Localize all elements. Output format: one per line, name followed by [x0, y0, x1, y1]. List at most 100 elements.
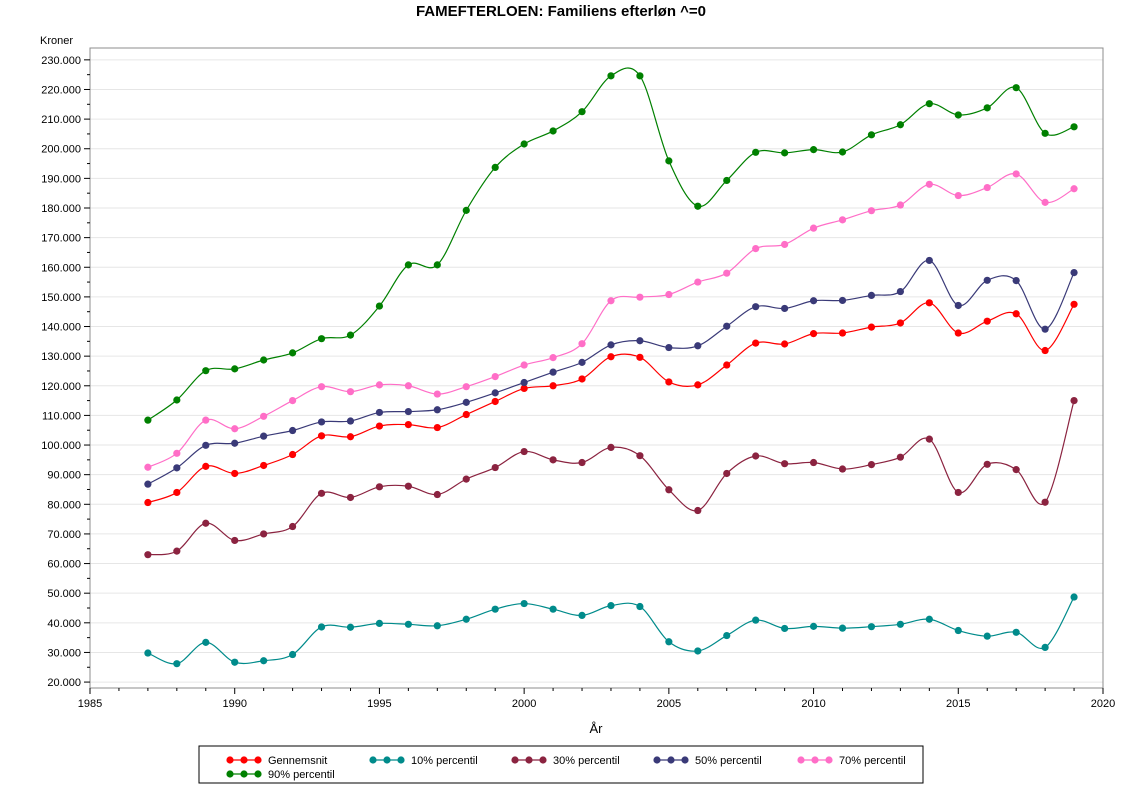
data-point: [636, 293, 644, 301]
series-layer: [144, 67, 1078, 668]
data-point: [231, 425, 239, 433]
data-point: [1041, 346, 1049, 355]
data-point: [896, 201, 905, 209]
data-point: [925, 299, 933, 307]
legend: Gennemsnit 10% percentil 30% percentil 50% …: [198, 745, 924, 784]
data-point: [607, 297, 615, 305]
y-tick-label: 160.000: [41, 262, 81, 274]
data-point: [404, 407, 412, 416]
y-tick-label: 150.000: [41, 292, 81, 304]
data-point: [954, 111, 962, 119]
y-tick-label: 180.000: [41, 203, 81, 215]
data-point: [173, 547, 181, 555]
legend-marker: [811, 756, 819, 764]
y-tick-label: 190.000: [41, 173, 81, 185]
data-point: [549, 605, 557, 613]
data-point: [491, 605, 499, 613]
x-tick-label: 1990: [222, 698, 246, 710]
data-point: [781, 460, 789, 468]
data-point: [520, 384, 528, 393]
data-point: [144, 498, 152, 507]
data-point: [838, 296, 847, 305]
y-tick-label: 120.000: [41, 381, 81, 393]
data-point: [549, 456, 557, 464]
data-point: [520, 140, 528, 148]
data-point: [896, 121, 905, 129]
data-point: [520, 361, 528, 369]
y-tick-label: 80.000: [47, 499, 81, 511]
data-point: [462, 475, 470, 483]
data-point: [202, 519, 210, 527]
data-point: [607, 443, 615, 452]
x-tick-label: 2020: [1091, 698, 1115, 710]
data-point: [665, 486, 673, 494]
data-point: [173, 396, 181, 404]
data-point: [781, 624, 789, 633]
data-point: [375, 408, 384, 417]
data-point: [838, 329, 847, 337]
data-point: [260, 432, 268, 440]
data-point: [809, 297, 818, 305]
legend-marker: [226, 756, 234, 764]
data-point: [607, 353, 615, 361]
legend-marker: [797, 756, 805, 764]
data-point: [462, 383, 470, 391]
series-90-percentil: [144, 67, 1078, 424]
data-point: [694, 381, 702, 389]
legend-marker: [653, 756, 661, 764]
data-point: [520, 447, 528, 456]
data-point: [694, 342, 702, 350]
data-point: [723, 176, 731, 185]
data-point: [896, 319, 905, 327]
y-tick-label: 210.000: [41, 114, 81, 126]
series-line: [147, 173, 1075, 468]
y-tick-label: 110.000: [42, 410, 81, 422]
data-point: [289, 426, 297, 435]
legend-label: 70% percentil: [839, 755, 906, 767]
x-tick-label: 2015: [946, 698, 970, 710]
data-point: [231, 469, 239, 478]
data-point: [1041, 129, 1049, 137]
data-point: [462, 410, 470, 419]
grid-lines: [90, 59, 1103, 683]
data-point: [983, 317, 991, 325]
data-point: [636, 602, 644, 611]
legend-marker: [226, 770, 234, 778]
data-point: [491, 163, 499, 172]
y-tick-label: 220.000: [41, 84, 81, 96]
legend-marker: [240, 756, 248, 764]
data-point: [636, 72, 644, 80]
data-point: [983, 460, 991, 468]
legend-item: Gennemsnit: [226, 755, 327, 767]
series-70-percentil: [144, 170, 1078, 471]
data-point: [346, 417, 355, 425]
legend-marker: [681, 756, 689, 764]
data-point: [607, 341, 615, 349]
x-tick-label: 2010: [801, 698, 825, 710]
data-point: [260, 412, 268, 420]
data-point: [317, 489, 326, 497]
data-point: [317, 335, 326, 343]
legend-frame: [198, 745, 924, 784]
data-point: [867, 323, 876, 331]
legend-item: 30% percentil: [511, 755, 620, 767]
data-point: [867, 460, 876, 469]
data-point: [202, 638, 210, 646]
data-point: [809, 224, 818, 232]
data-point: [144, 480, 152, 488]
data-point: [781, 240, 789, 249]
data-point: [781, 149, 789, 157]
y-axis-label: Kroner: [40, 35, 73, 47]
data-point: [723, 322, 731, 330]
legend-marker: [383, 756, 391, 764]
legend-label: 90% percentil: [268, 769, 335, 781]
data-point: [694, 647, 702, 655]
chart-title: FAMEFTERLOEN: Familiens efterløn ^=0: [416, 3, 706, 20]
y-tick-label: 200.000: [41, 144, 81, 156]
data-point: [346, 623, 355, 631]
data-point: [752, 148, 760, 156]
data-point: [925, 100, 933, 108]
data-point: [1012, 628, 1020, 636]
data-point: [578, 108, 586, 116]
